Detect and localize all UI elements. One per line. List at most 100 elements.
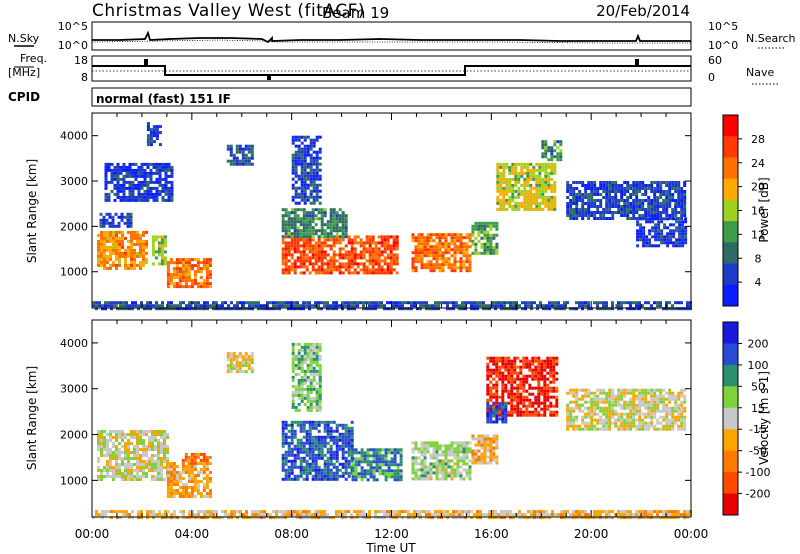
velocity-cell-region-4 [308,429,312,433]
power-cell-region-7 [299,256,303,260]
velocity-cell-region-9 [489,392,493,396]
power-cell-region-16 [380,304,383,308]
velocity-cell-region-9 [531,392,535,396]
velocity-cell-region-9 [546,365,550,369]
power-cell-region-14 [677,211,681,214]
velocity-cell-region-5 [303,357,307,361]
velocity-cell-region-5 [300,393,304,397]
velocity-cell-region-8 [489,443,493,447]
velocity-cell-region-8 [483,434,487,438]
velocity-cell-region-7 [438,471,442,475]
power-cell-region-9 [294,138,298,142]
power-cell-region-11 [489,224,493,228]
power-cell-region-9 [309,192,313,196]
power-cell-region-7 [368,241,372,245]
velocity-cell-region-6 [351,463,355,467]
velocity-cell-region-7 [453,462,457,466]
velocity-cell-region-0 [145,445,148,448]
velocity-cell-region-5 [318,366,322,370]
power-cell-region-12 [553,183,557,187]
power-cell-region-14 [677,217,681,220]
velocity-cell-region-9 [501,377,505,381]
power-cell-region-0 [106,239,109,243]
velocity-cell-region-1 [202,471,206,474]
velocity-cell-region-4 [347,432,351,436]
velocity-cell-region-4 [314,447,318,451]
power-cell-region-9 [303,189,307,193]
power-cell-region-10 [459,239,463,243]
velocity-cell-region-0 [166,445,169,448]
power-cell-region-7 [317,268,321,272]
velocity-cell-region-4 [338,462,342,466]
power-cell-region-2 [205,261,209,265]
velocity-cell-region-10 [501,402,505,406]
velocity-cell-region-9 [549,359,553,363]
power-cell-region-10 [444,245,448,249]
velocity-cell-region-8 [492,437,496,441]
power-cell-region-10 [426,263,430,267]
power-cell-region-14 [647,196,651,199]
power-cell-region-12 [532,186,536,190]
velocity-cell-region-8 [471,452,475,456]
power-cell-region-2 [202,264,206,268]
velocity-cell-region-4 [335,450,339,454]
velocity-cell-region-1 [208,495,212,498]
power-cell-region-0 [133,266,136,270]
power-cell-region-12 [499,201,503,205]
velocity-cell-region-1 [172,471,176,474]
noise-right-tick-top: 10^5 [708,20,738,33]
power-cell-region-1 [157,262,161,266]
power-cell-region-0 [100,245,103,249]
power-cell-region-14 [587,193,591,196]
power-cell-region-4 [116,183,120,187]
power-cell-region-16 [545,307,548,311]
velocity-cell-region-9 [519,365,523,369]
velocity-cell-region-0 [109,439,112,442]
power-cell-region-10 [429,266,433,270]
velocity-cell-region-0 [163,430,166,433]
power-cell-region-10 [450,242,454,246]
velocity-cell-region-5 [300,369,304,373]
velocity-cell-region-0 [130,451,133,454]
power-cell-region-14 [581,184,585,187]
velocity-cell-region-9 [537,398,541,402]
velocity-cell-region-4 [347,447,351,451]
power-cell-region-4 [140,180,144,184]
velocity-cell-region-1 [187,477,191,480]
power-cell-region-7 [353,271,357,275]
power-cell-region-14 [617,199,621,202]
power-cell-region-15 [660,220,664,224]
power-cell-region-14 [674,214,678,217]
power-cell-region-16 [287,307,290,311]
power-cell-region-16 [662,307,665,311]
velocity-cell-region-6 [399,463,403,467]
power-cell-region-14 [677,181,681,184]
power-cell-region-9 [315,171,319,175]
velocity-cell-region-4 [293,447,297,451]
power-cell-region-12 [538,177,542,181]
power-cell-region-14 [650,181,654,184]
power-cell-region-14 [611,217,615,220]
velocity-cell-region-7 [414,441,418,445]
power-cell-region-16 [143,307,146,311]
power-cell-region-12 [520,162,524,166]
power-cell-region-2 [187,276,191,280]
velocity-cell-region-9 [504,383,508,387]
velocity-cell-region-9 [486,392,490,396]
power-cell-region-14 [680,193,684,196]
power-cell-region-13 [544,140,548,144]
velocity-cell-region-9 [495,374,499,378]
noise-search-label: N.Search [746,32,796,45]
velocity-cell-region-5 [300,384,304,388]
power-cell-region-15 [642,244,646,248]
power-cell-region-9 [300,183,304,187]
power-cell-region-0 [142,260,145,264]
power-cell-region-16 [644,307,647,311]
power-cell-region-1 [151,250,155,254]
velocity-cell-region-5 [294,393,298,397]
power-cell-region-14 [584,193,588,196]
power-cell-region-16 [92,304,95,308]
power-cell-region-10 [462,245,466,249]
power-cell-region-0 [133,257,136,261]
velocity-cell-region-7 [453,468,457,472]
